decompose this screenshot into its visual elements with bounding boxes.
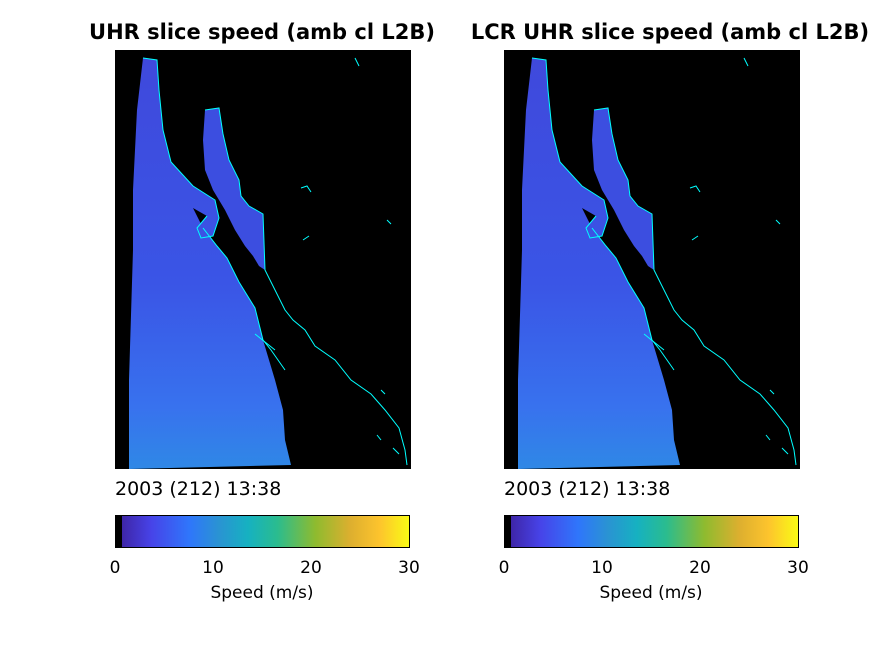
colorbar-gradient [116, 516, 409, 547]
colorbar [504, 515, 799, 548]
colorbar-tick: 20 [300, 558, 322, 578]
colorbar-tick: 10 [591, 558, 613, 578]
timestamp-label: 2003 (212) 13:38 [115, 478, 282, 500]
panel-title: LCR UHR slice speed (amb cl L2B) [470, 20, 870, 44]
colorbar-tick: 10 [202, 558, 224, 578]
colorbar [115, 515, 410, 548]
panel-left: UHR slice speed (amb cl L2B) 2003 (212) … [0, 0, 435, 663]
colorbar-tick: 30 [787, 558, 809, 578]
panel-title: UHR slice speed (amb cl L2B) [89, 20, 435, 44]
colorbar-tick: 20 [689, 558, 711, 578]
colorbar-gradient [505, 516, 798, 547]
colorbar-tick: 0 [109, 558, 121, 578]
colorbar-label: Speed (m/s) [210, 583, 314, 603]
colorbar-label: Speed (m/s) [599, 583, 703, 603]
colorbar-tick: 30 [398, 558, 420, 578]
colorbar-tick: 0 [498, 558, 510, 578]
speed-map [504, 50, 800, 469]
timestamp-label: 2003 (212) 13:38 [504, 478, 671, 500]
speed-map-image [518, 57, 797, 469]
panel-right: LCR UHR slice speed (amb cl L2B) 2003 (2… [390, 0, 869, 663]
speed-map-image [129, 57, 408, 469]
speed-map [115, 50, 411, 469]
